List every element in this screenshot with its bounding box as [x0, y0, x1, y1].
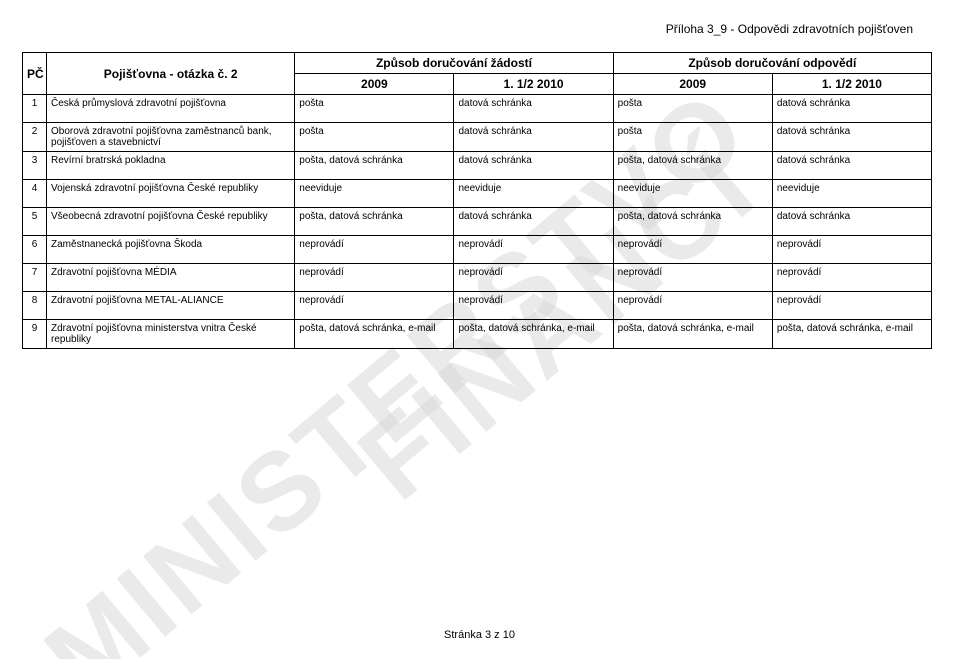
cell-name: Všeobecná zdravotní pojišťovna České rep…	[47, 208, 295, 236]
table-row: 6 Zaměstnanecká pojišťovna Škoda neprová…	[23, 236, 932, 264]
table-row: 4 Vojenská zdravotní pojišťovna České re…	[23, 180, 932, 208]
cell-c3: datová schránka	[772, 208, 931, 236]
cell-pc: 1	[23, 95, 47, 123]
cell-c2: neprovádí	[613, 264, 772, 292]
cell-c3: datová schránka	[772, 152, 931, 180]
cell-c0: pošta	[295, 95, 454, 123]
cell-c0: pošta	[295, 123, 454, 152]
cell-c3: datová schránka	[772, 123, 931, 152]
cell-pc: 3	[23, 152, 47, 180]
cell-c1: pošta, datová schránka, e-mail	[454, 320, 613, 349]
cell-name: Česká průmyslová zdravotní pojišťovna	[47, 95, 295, 123]
cell-c1: neprovádí	[454, 264, 613, 292]
cell-name: Vojenská zdravotní pojišťovna České repu…	[47, 180, 295, 208]
header-sub-0: 2009	[295, 74, 454, 95]
cell-pc: 4	[23, 180, 47, 208]
cell-pc: 7	[23, 264, 47, 292]
cell-c0: neprovádí	[295, 292, 454, 320]
table-row: 1 Česká průmyslová zdravotní pojišťovna …	[23, 95, 932, 123]
cell-pc: 6	[23, 236, 47, 264]
cell-name: Zdravotní pojišťovna MÉDIA	[47, 264, 295, 292]
cell-c2: pošta	[613, 95, 772, 123]
cell-c0: neprovádí	[295, 236, 454, 264]
page-footer: Stránka 3 z 10	[0, 629, 959, 641]
cell-c3: neprovádí	[772, 236, 931, 264]
cell-name: Oborová zdravotní pojišťovna zaměstnanců…	[47, 123, 295, 152]
table-body: 1 Česká průmyslová zdravotní pojišťovna …	[23, 95, 932, 349]
cell-pc: 9	[23, 320, 47, 349]
cell-c3: neprovádí	[772, 264, 931, 292]
cell-c3: neprovádí	[772, 292, 931, 320]
table-row: 7 Zdravotní pojišťovna MÉDIA neprovádí n…	[23, 264, 932, 292]
cell-c0: pošta, datová schránka, e-mail	[295, 320, 454, 349]
header-sub-1: 1. 1/2 2010	[454, 74, 613, 95]
cell-c2: pošta, datová schránka, e-mail	[613, 320, 772, 349]
header-question: Pojišťovna - otázka č. 2	[47, 53, 295, 95]
cell-c1: neprovádí	[454, 236, 613, 264]
data-table: PČ Pojišťovna - otázka č. 2 Způsob doruč…	[22, 52, 932, 349]
header-sub-2: 2009	[613, 74, 772, 95]
cell-c2: neprovádí	[613, 292, 772, 320]
cell-pc: 5	[23, 208, 47, 236]
cell-name: Zdravotní pojišťovna ministerstva vnitra…	[47, 320, 295, 349]
cell-name: Revírní bratrská pokladna	[47, 152, 295, 180]
cell-c3: neeviduje	[772, 180, 931, 208]
header-group-request: Způsob doručování žádostí	[295, 53, 613, 74]
cell-c0: neprovádí	[295, 264, 454, 292]
cell-c1: datová schránka	[454, 152, 613, 180]
cell-c2: neprovádí	[613, 236, 772, 264]
cell-name: Zaměstnanecká pojišťovna Škoda	[47, 236, 295, 264]
cell-c1: datová schránka	[454, 123, 613, 152]
header-sub-3: 1. 1/2 2010	[772, 74, 931, 95]
cell-c2: neeviduje	[613, 180, 772, 208]
cell-c2: pošta	[613, 123, 772, 152]
appendix-title: Příloha 3_9 - Odpovědi zdravotních pojiš…	[666, 22, 913, 36]
table-row: 9 Zdravotní pojišťovna ministerstva vnit…	[23, 320, 932, 349]
cell-c1: datová schránka	[454, 95, 613, 123]
table-row: 3 Revírní bratrská pokladna pošta, datov…	[23, 152, 932, 180]
cell-c3: pošta, datová schránka, e-mail	[772, 320, 931, 349]
table-row: 5 Všeobecná zdravotní pojišťovna České r…	[23, 208, 932, 236]
table-row: 2 Oborová zdravotní pojišťovna zaměstnan…	[23, 123, 932, 152]
header-group-reply: Způsob doručování odpovědí	[613, 53, 931, 74]
cell-c1: neeviduje	[454, 180, 613, 208]
table-row: 8 Zdravotní pojišťovna METAL-ALIANCE nep…	[23, 292, 932, 320]
cell-c0: neeviduje	[295, 180, 454, 208]
cell-c3: datová schránka	[772, 95, 931, 123]
cell-name: Zdravotní pojišťovna METAL-ALIANCE	[47, 292, 295, 320]
cell-c2: pošta, datová schránka	[613, 152, 772, 180]
cell-c1: datová schránka	[454, 208, 613, 236]
cell-c0: pošta, datová schránka	[295, 208, 454, 236]
cell-pc: 8	[23, 292, 47, 320]
header-pc: PČ	[23, 53, 47, 95]
cell-c2: pošta, datová schránka	[613, 208, 772, 236]
cell-c1: neprovádí	[454, 292, 613, 320]
cell-pc: 2	[23, 123, 47, 152]
cell-c0: pošta, datová schránka	[295, 152, 454, 180]
